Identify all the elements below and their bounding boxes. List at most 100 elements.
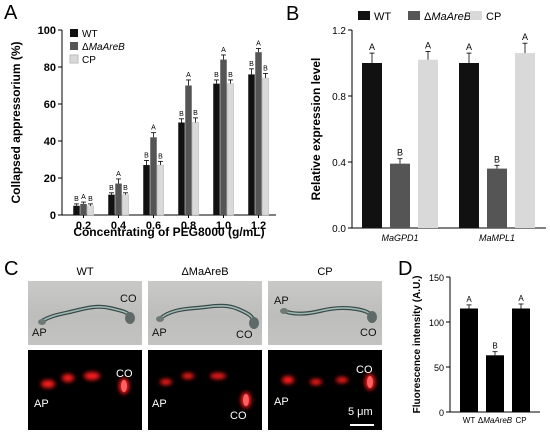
a-bar	[108, 194, 115, 215]
b-sig-letter: B	[397, 148, 403, 158]
a-bar	[73, 205, 80, 215]
a-sig-letter: A	[151, 125, 156, 132]
hypha-drawing-cp	[280, 305, 377, 323]
d-ytick-label: 50	[434, 363, 444, 373]
panel-letter-a: A	[4, 2, 18, 24]
brightfield-image-wt: AP CO	[28, 281, 142, 345]
a-sig-letter: A	[256, 41, 261, 48]
a-ytick-label: 40	[44, 136, 56, 148]
d-ylabel: Fluorescence intensity (A.U.)	[412, 276, 423, 414]
panel-letter-c: C	[4, 258, 19, 280]
scale-bar-label: 5 μm	[348, 406, 373, 418]
a-sig-letter: A	[81, 194, 86, 201]
a-bar	[150, 137, 157, 215]
a-ytick-label: 100	[38, 25, 56, 37]
a-sig-letter: B	[144, 152, 149, 159]
a-ytick-label: 20	[44, 173, 56, 185]
a-legend-swatch	[70, 29, 78, 37]
a-sig-letter: B	[214, 72, 219, 79]
a-xtick-label: 0.8	[181, 220, 196, 232]
b-bar	[515, 53, 535, 228]
a-sig-letter: B	[263, 65, 268, 72]
a-bar	[87, 205, 94, 216]
a-xtick-label: 1.2	[251, 220, 266, 232]
a-bar	[192, 122, 199, 216]
a-ytick-label: 80	[44, 62, 56, 74]
label-co-cp-bf: CO	[360, 327, 377, 339]
a-legend-label: WT	[82, 29, 98, 40]
a-sig-letter: B	[88, 196, 93, 203]
a-bar	[227, 83, 234, 216]
label-ap-cp-bf: AP	[274, 295, 289, 307]
a-sig-letter: B	[74, 196, 79, 203]
b-sig-letter: B	[494, 154, 500, 164]
a-bar	[185, 85, 192, 215]
signal-drawing-mutant	[160, 373, 251, 408]
d-bar	[486, 355, 504, 412]
b-bar	[418, 59, 438, 229]
fluorescence-image-wt: AP CO	[28, 350, 142, 430]
a-bar	[220, 59, 227, 215]
a-sig-letter: B	[193, 110, 198, 117]
fluorescence-image-mutant: AP CO	[148, 350, 262, 430]
a-bar	[122, 194, 129, 216]
a-bar	[213, 83, 220, 216]
d-sig-letter: B	[492, 342, 497, 351]
d-sig-letter: A	[466, 295, 472, 304]
a-sig-letter: B	[109, 185, 114, 192]
label-co-cp-fl: CO	[356, 364, 373, 376]
a-bar	[157, 164, 164, 216]
label-co-wt-fl: CO	[116, 368, 133, 380]
d-bar	[512, 308, 530, 412]
d-xtick-label: WT	[463, 416, 476, 425]
hypha-drawing-mutant	[156, 303, 259, 329]
a-legend-swatch	[69, 54, 79, 64]
b-bar	[362, 63, 382, 228]
b-sig-letter: A	[522, 32, 528, 42]
a-xtick-label: 1.0	[216, 220, 231, 232]
label-ap-wt-bf: AP	[32, 327, 47, 339]
label-ap-mutant-fl: AP	[152, 398, 167, 410]
d-xtick-label: ΔMaAreB	[478, 416, 513, 425]
b-legend-label: WT	[374, 11, 391, 23]
a-sig-letter: A	[221, 47, 226, 54]
b-sig-letter: A	[369, 42, 375, 52]
a-bar	[143, 165, 150, 215]
a-sig-letter: B	[249, 61, 254, 68]
b-legend-swatch	[470, 11, 482, 20]
b-ytick-label: 1.2	[332, 26, 346, 37]
b-ylabel: Relative expression level	[309, 58, 323, 201]
a-ylabel: Collapsed appressorium (%)	[9, 41, 23, 203]
d-xtick-label: CP	[515, 416, 526, 425]
b-xtick-label: MaMPL1	[479, 233, 515, 243]
a-bar	[80, 203, 87, 215]
a-xtick-label: 0.6	[146, 220, 161, 232]
a-sig-letter: B	[179, 111, 184, 118]
a-ytick-label: 60	[44, 99, 56, 111]
a-sig-letter: B	[123, 185, 128, 192]
a-sig-letter: A	[186, 72, 191, 79]
a-sig-letter: B	[228, 72, 233, 79]
label-ap-cp-fl: AP	[274, 396, 289, 408]
d-ytick-label: 0	[439, 408, 444, 418]
a-legend-label: ΔMaAreB	[82, 42, 125, 53]
b-ytick-label: 0.0	[332, 224, 346, 235]
b-sig-letter: A	[466, 42, 472, 52]
label-co-wt-bf: CO	[120, 293, 137, 305]
a-xlabel: Concentrating of PEG8000 (g/mL)	[73, 225, 264, 239]
label-co-mutant-fl: CO	[230, 410, 247, 422]
signal-drawing-wt	[41, 372, 129, 394]
b-legend-label: ΔMaAreB	[424, 11, 471, 23]
a-bar	[178, 122, 185, 215]
signal-drawing-cp	[282, 374, 375, 390]
panel-letter-b: B	[286, 3, 300, 25]
a-bar	[255, 52, 262, 216]
a-legend-swatch	[70, 42, 78, 50]
a-bar	[262, 77, 269, 216]
b-bar	[390, 163, 410, 228]
scale-bar	[350, 424, 374, 426]
b-legend-swatch	[358, 11, 370, 20]
d-sig-letter: A	[518, 294, 524, 303]
brightfield-image-mutant: AP CO	[148, 281, 262, 345]
